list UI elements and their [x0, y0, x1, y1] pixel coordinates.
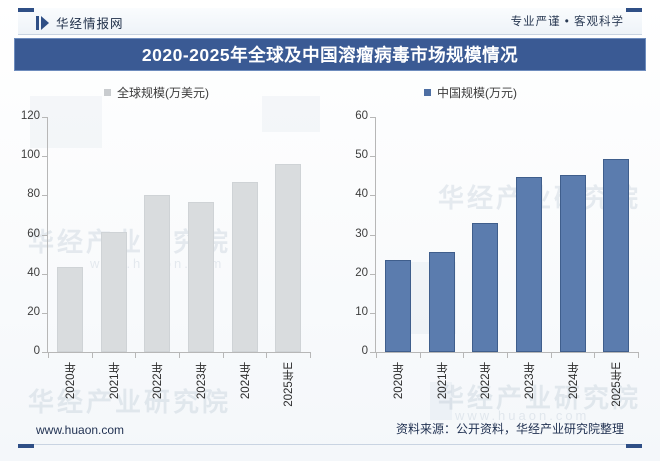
bar-china — [472, 222, 499, 352]
flag-mark-icon — [36, 15, 49, 30]
x-axis-tick — [507, 353, 508, 358]
y-axis-tick — [42, 312, 47, 314]
x-axis-tick — [594, 353, 596, 358]
x-axis-line — [47, 352, 311, 353]
y-axis-tick — [42, 273, 47, 275]
y-axis-tick — [42, 156, 47, 158]
header-slogan: 专业严谨 • 客观科学 — [510, 16, 624, 28]
bar-china — [515, 176, 542, 352]
x-axis-tick — [310, 353, 311, 358]
footer-url[interactable]: www.huaon.com — [36, 423, 125, 437]
y-axis-label: 40 — [355, 188, 368, 201]
legend-global: 全球规模(万美元) — [104, 84, 209, 101]
header-bar — [18, 8, 642, 35]
header-rule-left-cap — [18, 8, 34, 12]
y-axis-line — [375, 117, 376, 353]
chart-global: 0 20 40 60 80 100 120 2020年 2021年 2022年 2023年 2024年… — [2, 110, 322, 410]
plot-area-china — [376, 117, 638, 352]
x-axis-label: 2025年E — [611, 362, 624, 407]
bar-china — [384, 259, 411, 352]
x-axis-tick — [638, 353, 639, 358]
y-axis-tick — [370, 117, 375, 118]
chart-china: 0 10 20 30 40 50 60 2020年 2021年 2022年 2023年 2024年 20… — [330, 110, 650, 410]
header-rule-right-cap — [626, 8, 642, 12]
y-axis-tick — [370, 273, 375, 275]
y-axis-label: 80 — [27, 188, 40, 201]
bar-china — [603, 158, 630, 352]
x-axis-label: 2021年 — [108, 362, 121, 400]
footer-rule-left-cap — [18, 444, 34, 448]
x-axis-tick — [376, 353, 377, 358]
y-axis-tick — [42, 195, 47, 197]
x-axis-tick — [135, 353, 137, 358]
x-axis-label: 2021年 — [436, 362, 449, 400]
y-axis-tick — [370, 312, 375, 314]
y-axis-label: 60 — [27, 227, 40, 240]
y-axis-line — [47, 117, 48, 353]
x-axis-label: 2020年 — [64, 362, 77, 400]
x-axis-tick — [179, 353, 180, 358]
page-title: 2020-2025年全球及中国溶瘤病毒市场规模情况 — [141, 45, 519, 65]
y-axis-label: 20 — [27, 305, 40, 318]
bar-global — [275, 164, 302, 352]
x-axis-label: 2024年 — [567, 362, 580, 400]
footer-source: 资料来源：公开资料，华经产业研究院整理 — [395, 422, 624, 436]
x-axis-label: 2023年 — [195, 362, 208, 400]
brand: 华经情报网 — [36, 13, 124, 32]
x-axis-tick — [48, 353, 49, 358]
x-axis-label: 2020年 — [392, 362, 405, 400]
y-axis-label: 0 — [361, 345, 368, 357]
chart-title-bar: 2020-2025年全球及中国溶瘤病毒市场规模情况 — [14, 38, 646, 71]
x-axis-tick — [266, 353, 268, 358]
y-axis-label: 20 — [355, 266, 368, 279]
y-axis-label: 120 — [20, 110, 40, 122]
y-axis-label: 10 — [355, 305, 368, 318]
bar-china — [559, 175, 586, 352]
x-axis-label: 2022年 — [152, 362, 165, 400]
bar-global — [187, 202, 214, 352]
x-axis-tick — [550, 353, 552, 358]
x-axis-label: 2023年 — [523, 362, 536, 400]
bar-global — [100, 231, 127, 352]
x-axis-line — [375, 352, 639, 353]
x-axis-label: 2022年 — [480, 362, 493, 400]
y-axis-tick — [42, 234, 47, 236]
x-axis-tick — [419, 353, 421, 358]
x-axis-tick — [222, 353, 224, 358]
x-axis-label: 2024年 — [239, 362, 252, 400]
bar-china — [428, 251, 455, 352]
legend-china-label: 中国规模(万元) — [437, 86, 517, 100]
y-axis-tick — [370, 234, 375, 236]
legend-swatch-icon — [104, 89, 111, 96]
y-axis-tick — [42, 117, 47, 118]
y-axis-tick — [370, 156, 375, 158]
y-axis-label: 100 — [20, 149, 40, 162]
x-axis-tick — [91, 353, 93, 358]
y-axis-tick — [42, 352, 47, 353]
y-axis-label: 60 — [355, 110, 368, 122]
legend-global-label: 全球规模(万美元) — [117, 86, 209, 100]
legend-china: 中国规模(万元) — [424, 84, 517, 101]
y-axis-label: 0 — [33, 345, 40, 357]
bar-global — [231, 181, 258, 352]
y-axis-tick — [370, 195, 375, 197]
bar-global — [56, 266, 83, 352]
bar-global — [144, 195, 171, 352]
brand-name: 华经情报网 — [56, 17, 124, 31]
y-axis-tick — [370, 352, 375, 353]
plot-area-global — [48, 117, 310, 352]
y-axis-label: 50 — [355, 149, 368, 162]
x-axis-label: 2025年E — [283, 362, 296, 407]
footer-rule-right-cap — [626, 444, 642, 448]
legend-swatch-icon — [424, 89, 431, 96]
y-axis-label: 30 — [355, 227, 368, 240]
x-axis-tick — [463, 353, 465, 358]
footer-rule — [18, 444, 642, 445]
y-axis-label: 40 — [27, 266, 40, 279]
